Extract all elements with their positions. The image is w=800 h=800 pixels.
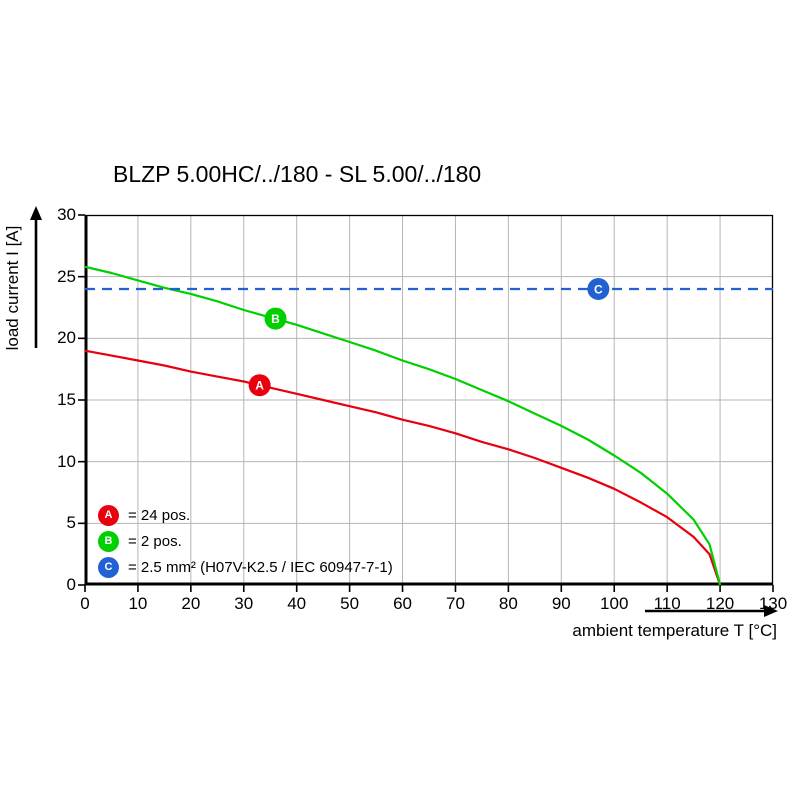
x-tick-label: 110: [653, 594, 681, 613]
legend: A = 24 pos. B = 2 pos. C = 2.5 mm² (H07V-K2.5…: [98, 500, 393, 578]
chart-title: BLZP 5.00HC/../180 - SL 5.00/../180: [113, 161, 482, 187]
y-tick-label: 25: [57, 266, 76, 286]
x-tick-label: 80: [498, 594, 518, 613]
curve-marker-B: B: [264, 307, 287, 330]
svg-text:B: B: [271, 312, 280, 326]
x-tick-label: 0: [80, 594, 90, 613]
legend-item-C: C = 2.5 mm² (H07V-K2.5 / IEC 60947-7-1): [98, 557, 393, 578]
x-tick-label: 70: [445, 594, 465, 613]
y-tick-label: 15: [57, 390, 76, 409]
x-tick-label: 60: [393, 594, 412, 613]
series-B: [84, 265, 722, 586]
x-tick-label: 10: [128, 594, 148, 613]
legend-badge-A: A: [98, 505, 119, 526]
curve-marker-C: C: [587, 278, 610, 300]
y-tick-label: 10: [57, 451, 76, 471]
y-axis-arrow-icon: [30, 206, 42, 348]
x-tick-label: 30: [234, 594, 254, 613]
legend-label: = 24 pos.: [128, 507, 191, 524]
curve-marker-A: A: [248, 374, 271, 397]
legend-label: = 2 pos.: [128, 533, 182, 550]
chart-canvas: ABC: [78, 214, 774, 592]
legend-item-B: B = 2 pos.: [98, 531, 393, 552]
y-tick-label: 30: [57, 205, 76, 224]
x-tick-label: 100: [600, 594, 629, 613]
series-A: [84, 349, 722, 586]
x-tick-label: 20: [181, 594, 201, 613]
legend-badge-C: C: [98, 557, 119, 578]
x-tick-label: 40: [287, 594, 307, 613]
x-axis-arrow-icon: [645, 605, 778, 617]
x-tick-label: 50: [340, 594, 360, 613]
y-axis-label: load current I [A]: [3, 225, 22, 351]
legend-item-A: A = 24 pos.: [98, 505, 393, 526]
y-tick-label: 5: [66, 513, 76, 533]
svg-text:A: A: [255, 379, 264, 393]
x-axis-label: ambient temperature T [°C]: [572, 621, 777, 640]
x-tick-label: 90: [551, 594, 571, 613]
y-tick-label: 0: [66, 575, 76, 594]
legend-label: = 2.5 mm² (H07V-K2.5 / IEC 60947-7-1): [128, 559, 393, 576]
legend-badge-B: B: [98, 531, 119, 552]
svg-text:C: C: [594, 283, 603, 297]
x-tick-label: 120: [705, 594, 735, 613]
y-tick-label: 20: [57, 328, 76, 348]
